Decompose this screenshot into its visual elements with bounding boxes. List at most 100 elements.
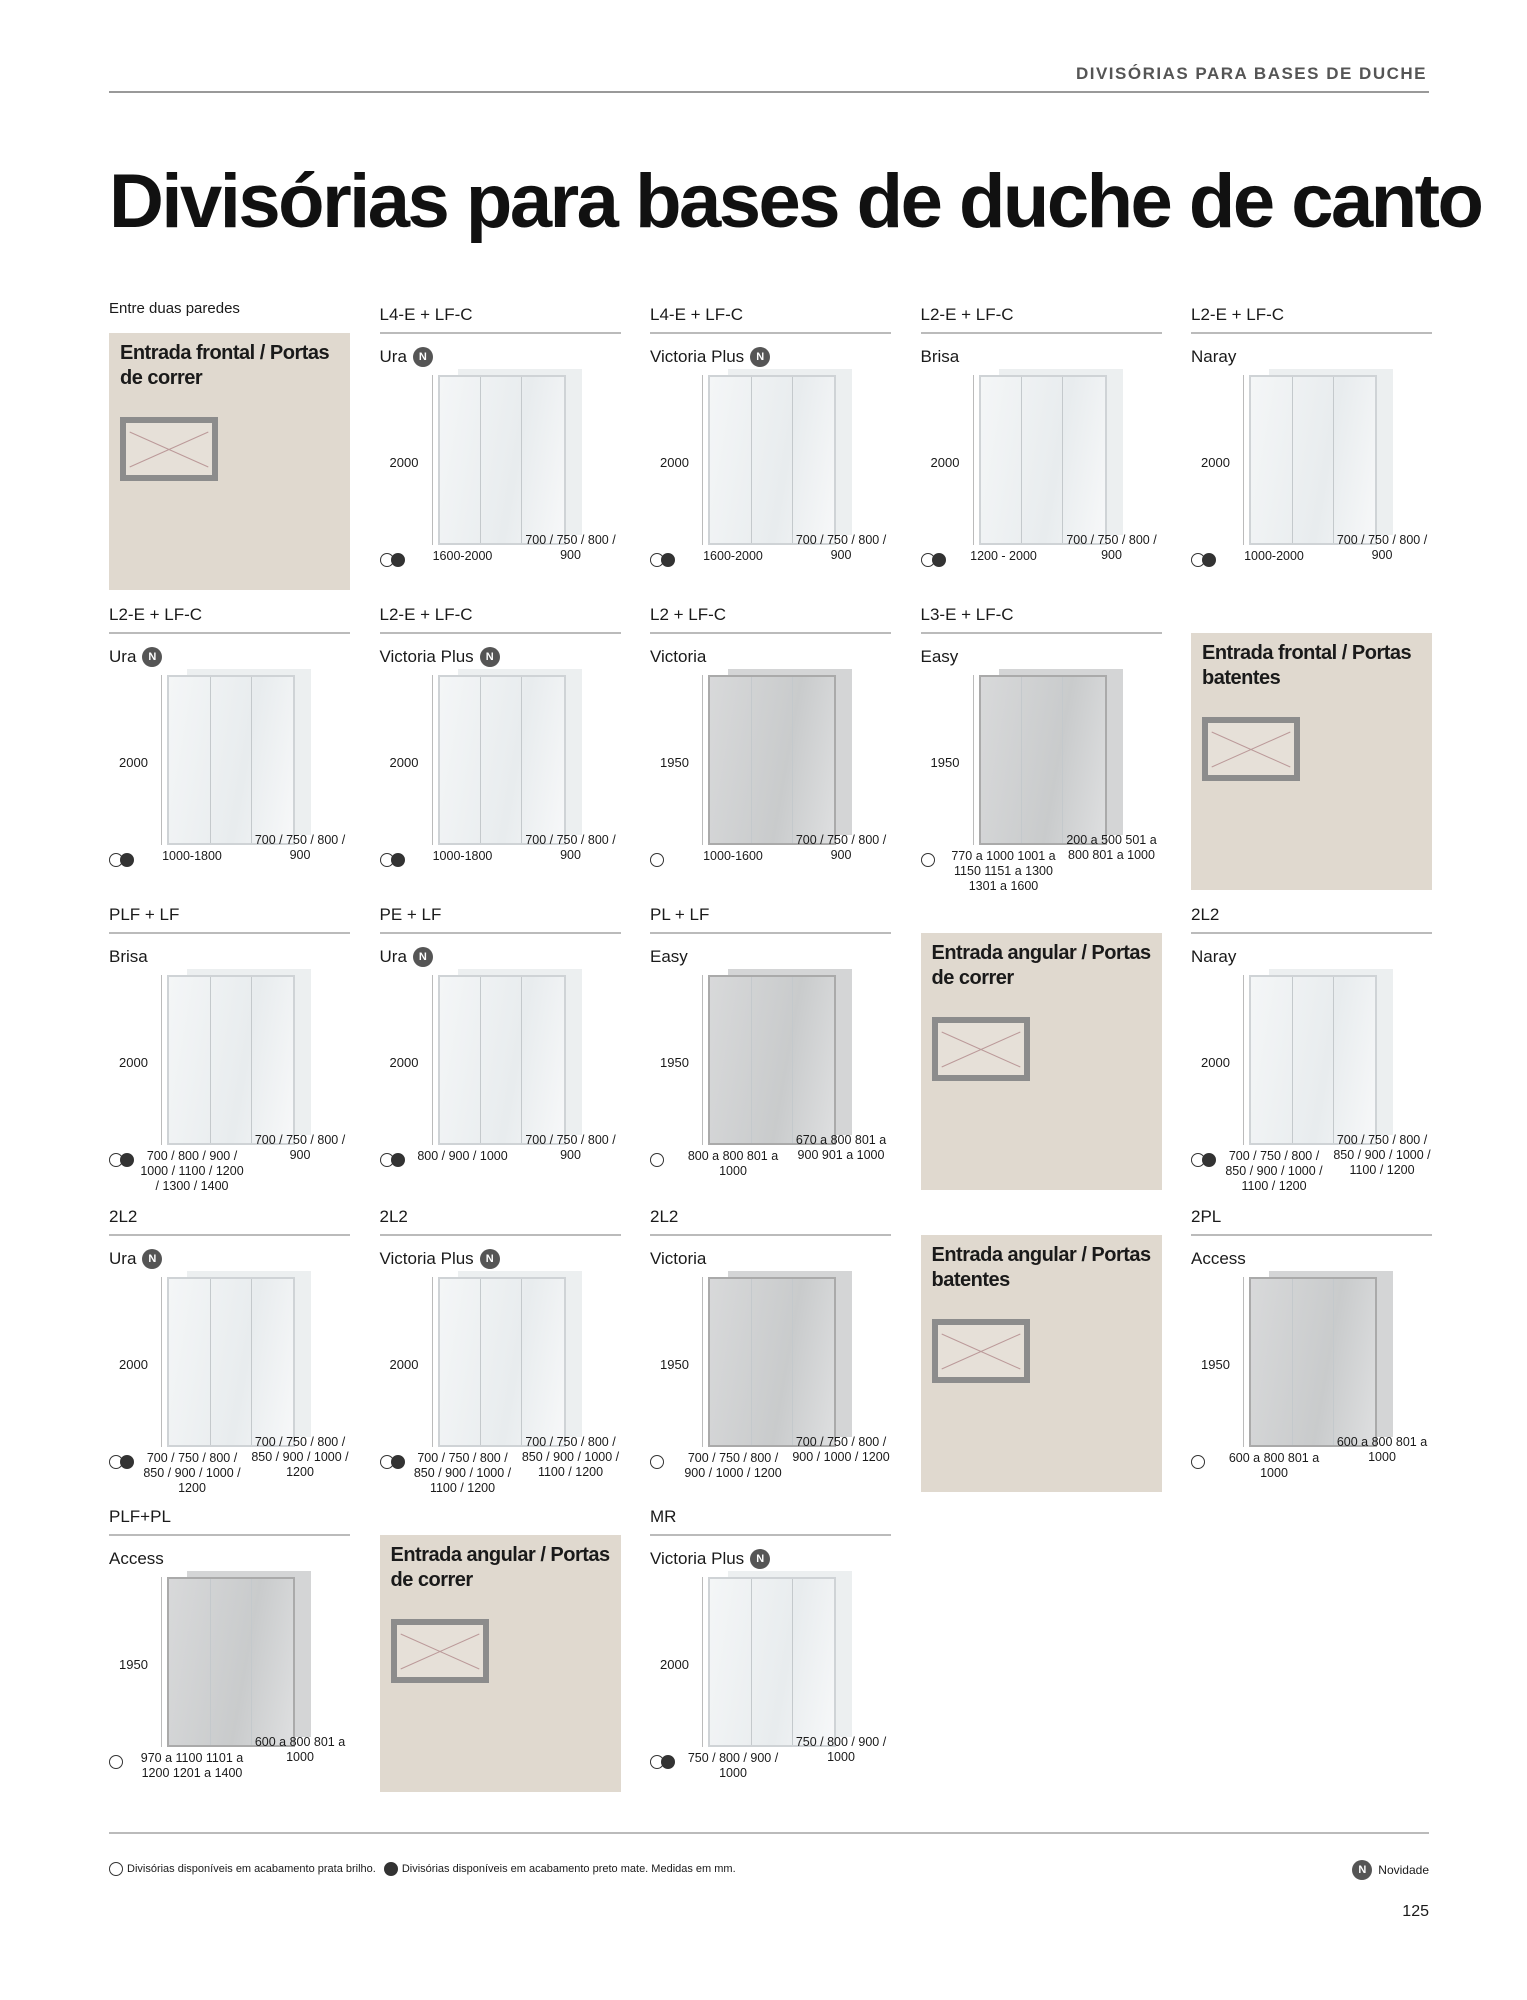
black-finish-icon xyxy=(120,1153,134,1167)
height-label: 2000 xyxy=(119,1055,148,1070)
product-series: MR xyxy=(650,1507,677,1526)
product-card[interactable]: PE + LF Ura N 2000 800 / 900 / 1000 700 /… xyxy=(379,905,621,1205)
series-divider xyxy=(650,1234,891,1236)
product-card[interactable]: 2L2 Victoria Plus N 2000 700 / 750 / 800 … xyxy=(379,1207,621,1507)
product-card[interactable]: PLF+PL Access 1950 970 a 1100 1101 a 120… xyxy=(109,1507,350,1807)
finish-options xyxy=(109,1153,134,1167)
product-name: Victoria xyxy=(650,1249,707,1268)
legend-silver-text: Divisórias disponíveis em acabamento pra… xyxy=(127,1863,376,1875)
product-card[interactable]: 2PL Access 1950 600 a 800 801 a 1000 600… xyxy=(1191,1207,1432,1507)
height-dimension-line xyxy=(1243,975,1244,1145)
shower-enclosure-image xyxy=(167,975,295,1145)
width-label: 1000-1600 xyxy=(703,849,763,863)
category-box: Entrada angular / Portas batentes xyxy=(920,1235,1162,1492)
product-name-row: Brisa xyxy=(921,347,960,367)
height-dimension-line xyxy=(972,375,974,545)
product-name-row: Victoria xyxy=(650,1249,706,1269)
product-card[interactable]: L3-E + LF-C Easy 1950 770 a 1000 1001 a … xyxy=(920,605,1162,905)
silver-finish-icon xyxy=(920,853,935,867)
height-label: 1950 xyxy=(1201,1357,1230,1372)
header-divider xyxy=(109,91,1429,93)
height-dimension-line xyxy=(161,1577,162,1747)
black-finish-icon xyxy=(390,853,405,867)
series-divider xyxy=(379,932,621,934)
product-name-row: Easy xyxy=(650,947,688,967)
black-finish-icon xyxy=(390,1455,405,1469)
height-dimension-line xyxy=(161,975,162,1145)
black-finish-icon xyxy=(120,853,134,867)
height-dimension-line xyxy=(702,1277,703,1447)
finish-options xyxy=(1191,1153,1216,1167)
product-name: Victoria xyxy=(650,647,707,666)
new-badge-icon: N xyxy=(1352,1860,1373,1880)
product-series: L4-E + LF-C xyxy=(650,305,744,324)
new-badge-icon: N xyxy=(412,947,433,967)
product-card[interactable]: L4-E + LF-C Victoria Plus N 2000 1600-200… xyxy=(650,305,891,605)
silver-finish-icon xyxy=(109,1862,123,1876)
product-card[interactable]: L2-E + LF-C Naray 2000 1000-2000 700 / 7… xyxy=(1191,305,1432,605)
product-name: Brisa xyxy=(109,947,148,966)
product-name-row: Victoria Plus N xyxy=(380,1249,500,1269)
width-label: 970 a 1100 1101 a 1200 1201 a 1400 xyxy=(140,1751,244,1780)
series-divider xyxy=(920,332,1162,334)
width-label: 700 / 750 / 800 / 900 / 1000 / 1200 xyxy=(684,1451,782,1480)
product-name: Access xyxy=(1191,1249,1246,1268)
product-series: 2L2 xyxy=(109,1207,138,1226)
category-box: Entrada frontal / Portas batentes xyxy=(1191,633,1432,890)
product-name: Naray xyxy=(1191,347,1237,366)
product-name-row: Ura N xyxy=(380,947,433,967)
product-card[interactable]: 2L2 Naray 2000 700 / 750 / 800 / 850 / 9… xyxy=(1191,905,1432,1205)
product-card[interactable]: 2L2 Victoria 1950 700 / 750 / 800 / 900 … xyxy=(650,1207,891,1507)
product-name-row: Naray xyxy=(1191,347,1236,367)
height-label: 2000 xyxy=(660,455,689,470)
product-card[interactable]: L2-E + LF-C Ura N 2000 1000-1800 700 / 75… xyxy=(109,605,350,905)
product-series: L2-E + LF-C xyxy=(109,605,203,624)
product-series: L3-E + LF-C xyxy=(920,605,1014,624)
width-label: 600 a 800 801 a 1000 xyxy=(1228,1451,1320,1480)
depth-label: 700 / 750 / 800 / 850 / 900 / 1000 / 120… xyxy=(251,1435,349,1479)
shower-enclosure-image xyxy=(437,1277,566,1447)
depth-label: 700 / 750 / 800 / 900 xyxy=(795,533,887,562)
black-finish-icon xyxy=(120,1455,134,1469)
product-name: Brisa xyxy=(920,347,960,366)
shower-enclosure-image xyxy=(978,375,1107,545)
shower-plan-icon xyxy=(120,417,218,481)
finish-options xyxy=(650,1153,664,1167)
product-card[interactable]: PL + LF Easy 1950 800 a 800 801 a 1000 6… xyxy=(650,905,891,1205)
depth-label: 750 / 800 / 900 / 1000 xyxy=(795,1735,887,1764)
width-label: 700 / 750 / 800 / 850 / 900 / 1000 / 120… xyxy=(143,1451,241,1495)
product-card[interactable]: MR Victoria Plus N 2000 750 / 800 / 900 /… xyxy=(650,1507,891,1807)
height-dimension-line xyxy=(702,375,703,545)
depth-label: 700 / 750 / 800 / 900 xyxy=(1336,533,1428,562)
product-series: PLF + LF xyxy=(109,905,180,924)
silver-finish-icon xyxy=(650,853,664,867)
page-title: Divisórias para bases de duche de canto xyxy=(109,159,1484,244)
height-label: 1950 xyxy=(660,755,689,770)
height-dimension-line xyxy=(972,675,974,845)
product-card[interactable]: 2L2 Ura N 2000 700 / 750 / 800 / 850 / 90… xyxy=(109,1207,350,1507)
product-series: L2-E + LF-C xyxy=(920,305,1014,324)
depth-label: 700 / 750 / 800 / 850 / 900 / 1000 / 110… xyxy=(1333,1133,1431,1177)
product-series: 2L2 xyxy=(650,1207,679,1226)
finish-options xyxy=(109,853,134,867)
width-label: 800 / 900 / 1000 xyxy=(417,1149,508,1163)
product-series: L2-E + LF-C xyxy=(379,605,473,624)
product-card[interactable]: L2 + LF-C Victoria 1950 1000-1600 700 / … xyxy=(650,605,891,905)
product-name-row: Ura N xyxy=(380,347,433,367)
product-name: Naray xyxy=(1191,947,1237,966)
category-title: Entrada angular / Portas batentes xyxy=(931,1244,1152,1291)
black-finish-icon xyxy=(931,553,946,567)
product-card[interactable]: PLF + LF Brisa 2000 700 / 800 / 900 / 10… xyxy=(109,905,350,1205)
width-label: 750 / 800 / 900 / 1000 xyxy=(687,1751,779,1780)
height-label: 2000 xyxy=(660,1657,689,1672)
product-name-row: Victoria Plus N xyxy=(650,1549,771,1569)
shower-enclosure-image xyxy=(1249,375,1377,545)
product-card[interactable]: L2-E + LF-C Victoria Plus N 2000 1000-180… xyxy=(379,605,621,905)
series-divider xyxy=(1191,1234,1432,1236)
shower-plan-icon xyxy=(390,1619,489,1683)
product-card[interactable]: L4-E + LF-C Ura N 2000 1600-2000 700 / 75… xyxy=(379,305,621,605)
product-name-row: Victoria Plus N xyxy=(650,347,771,367)
shower-enclosure-image xyxy=(167,1277,295,1447)
product-card[interactable]: L2-E + LF-C Brisa 2000 1200 - 2000 700 /… xyxy=(920,305,1162,605)
series-divider xyxy=(1191,332,1432,334)
